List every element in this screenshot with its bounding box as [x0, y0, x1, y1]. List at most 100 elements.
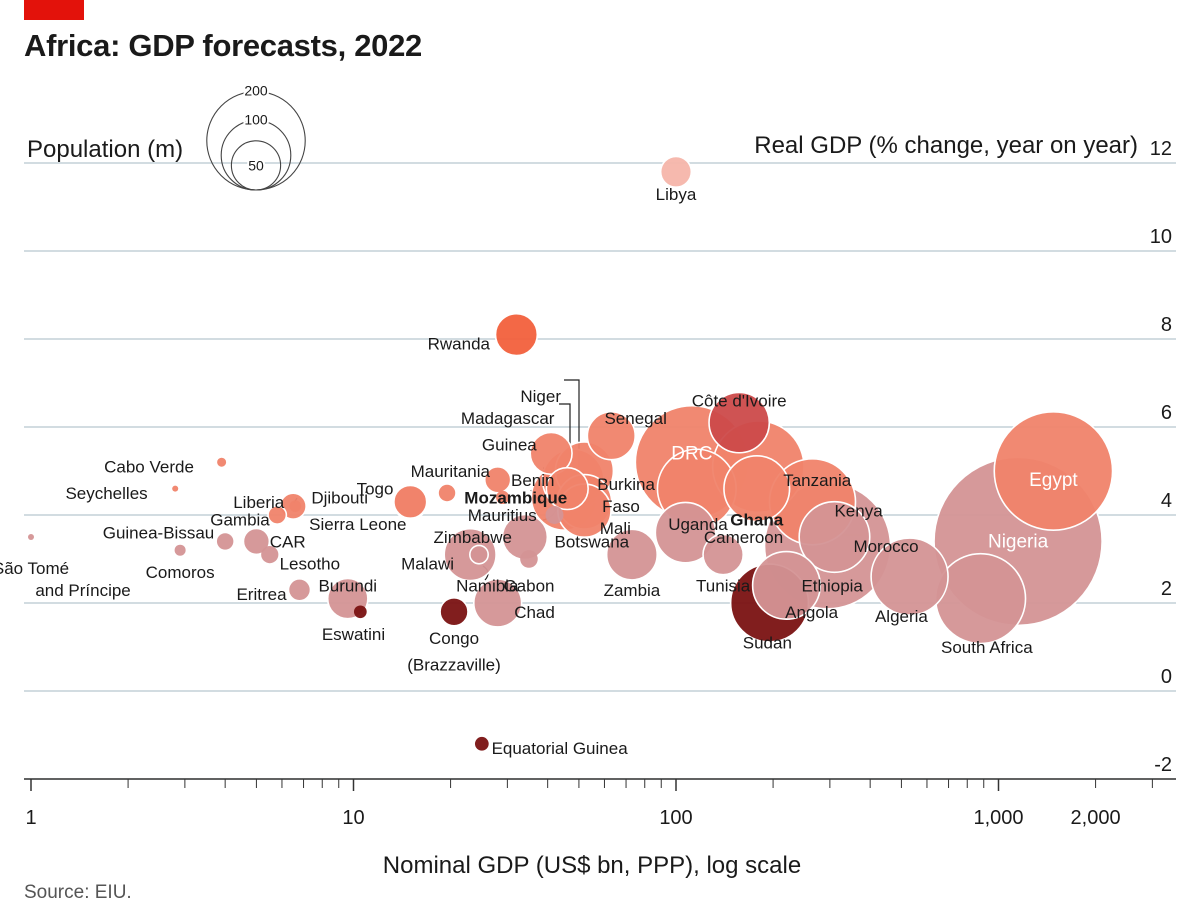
- bubble-congo-brazzaville: [439, 597, 469, 627]
- y-axis-label: Real GDP (% change, year on year): [754, 132, 1138, 159]
- bubble-angola: [751, 550, 822, 621]
- x-tick-label: 1: [25, 807, 36, 829]
- label-equatorial-guinea: Equatorial Guinea: [492, 739, 629, 758]
- legend-title: Population (m): [27, 136, 183, 163]
- bubble-namibia: [469, 544, 489, 565]
- bubble-comoros: [174, 544, 186, 556]
- legend-circle-50: [230, 140, 282, 191]
- y-tick-label: 10: [1150, 226, 1172, 248]
- label-chad: Chad: [514, 603, 555, 622]
- label-mauritius: Mauritius: [468, 506, 537, 525]
- label-mali: Mali: [600, 519, 631, 538]
- label-niger: Niger: [520, 387, 561, 406]
- label-benin: Benin: [511, 471, 554, 490]
- label-morocco: Morocco: [853, 537, 918, 556]
- label-rwanda: Rwanda: [428, 334, 491, 353]
- bubble-libya: [659, 155, 693, 188]
- legend-size-50: 50: [248, 157, 264, 173]
- bubble-south-africa: [934, 552, 1027, 645]
- bubble-botswana: [545, 506, 564, 524]
- bubble-senegal: [586, 411, 637, 461]
- x-axis-label: Nominal GDP (US$ bn, PPP), log scale: [383, 852, 801, 879]
- label-angola: Angola: [785, 603, 838, 622]
- brand-tag: [24, 0, 84, 20]
- label-malawi: Malawi: [401, 554, 454, 573]
- label-mozambique: Mozambique: [464, 488, 567, 507]
- label-south-africa: South Africa: [941, 638, 1033, 657]
- size-legend: 200 100 50: [206, 81, 306, 191]
- label-mauritania: Mauritania: [411, 462, 491, 481]
- label-uganda: Uganda: [668, 515, 728, 534]
- bubble-seychelles: [172, 485, 179, 492]
- y-tick-label: 6: [1161, 402, 1172, 424]
- bubbles: [28, 155, 1114, 751]
- bubble-mauritania: [483, 466, 512, 494]
- label-cote-d-ivoire: Côte d'Ivoire: [692, 392, 787, 411]
- chart-title: Africa: GDP forecasts, 2022: [24, 28, 422, 63]
- x-tick-label: 1,000: [973, 807, 1023, 829]
- label-brazzaville: (Brazzaville): [407, 656, 501, 675]
- bubble-egypt: [993, 411, 1114, 531]
- label-and-principe: and Príncipe: [35, 581, 130, 600]
- bubble-gabon: [520, 550, 538, 568]
- label-faso: Faso: [602, 497, 640, 516]
- source-note: Source: EIU.: [24, 882, 132, 903]
- bubble-guinea-bissau: [438, 484, 456, 502]
- label-guinea: Guinea: [482, 436, 537, 455]
- legend-circle-100: [220, 119, 292, 191]
- label-kenya: Kenya: [834, 502, 883, 521]
- bubble-car: [242, 527, 271, 556]
- label-cabo-verde: Cabo Verde: [104, 458, 194, 477]
- bubble-tunisia: [702, 533, 745, 576]
- bubble-equatorial-guinea: [474, 736, 489, 751]
- label-sierra-leone: Sierra Leone: [309, 515, 406, 534]
- label-cameroon: Cameroon: [704, 528, 783, 547]
- bubble-eritrea: [287, 577, 312, 602]
- label-ethiopia: Ethiopia: [801, 576, 863, 595]
- bubble-guinea-bissau: [216, 533, 234, 550]
- bubble-zambia: [605, 528, 659, 581]
- x-axis: 1 10 100 1,000 2,000: [24, 778, 1176, 829]
- bubble-morocco: [798, 500, 871, 574]
- bubble-gambia: [267, 505, 288, 525]
- point-labels: Libya Rwanda Côte d'Ivoire Senegal Niger Mada…: [0, 185, 1078, 758]
- bubble-benin: [545, 466, 589, 511]
- label-gabon: Gabon: [503, 576, 554, 595]
- y-tick-label: 8: [1161, 314, 1172, 336]
- label-eswatini: Eswatini: [322, 625, 385, 644]
- label-guinea-bissau: Guinea-Bissau: [103, 524, 215, 543]
- bubble-rwanda: [494, 312, 539, 357]
- label-namibia: Namibia: [456, 576, 519, 595]
- label-sudan: Sudan: [743, 634, 792, 653]
- label-nigeria: Nigeria: [988, 531, 1049, 552]
- bubble-cameroon: [654, 501, 717, 564]
- x-tick-label: 10: [342, 807, 364, 829]
- label-liberia: Liberia: [233, 493, 285, 512]
- label-tanzania: Tanzania: [783, 471, 852, 490]
- bubble-djibouti: [289, 500, 302, 512]
- label-egypt: Egypt: [1029, 470, 1078, 491]
- legend-size-200: 200: [244, 83, 268, 99]
- label-eritrea: Eritrea: [236, 585, 287, 604]
- y-tick-label: 12: [1150, 138, 1172, 160]
- y-tick-label: -2: [1154, 754, 1172, 776]
- bubble-sierra-leone: [393, 484, 428, 520]
- bubble-lesotho: [261, 545, 279, 564]
- label-burkina: Burkina: [597, 475, 655, 494]
- label-libya: Libya: [656, 185, 697, 204]
- bubble-algeria: [870, 537, 949, 616]
- y-tick-labels: -2 0 2 4 6 8 10 12: [1150, 138, 1172, 776]
- label-botswana: Botswana: [554, 532, 629, 551]
- label-drc: DRC: [671, 443, 712, 464]
- label-congo: Congo: [429, 629, 479, 648]
- label-ghana: Ghana: [730, 510, 783, 529]
- label-tunisia: Tunisia: [696, 576, 751, 595]
- bubble-ghana: [723, 454, 791, 523]
- label-senegal: Senegal: [604, 409, 666, 428]
- label-seychelles: Seychelles: [65, 484, 147, 503]
- label-lesotho: Lesotho: [280, 554, 341, 573]
- label-togo: Togo: [357, 480, 394, 499]
- bubble-eswatini: [353, 605, 367, 619]
- label-car: CAR: [270, 532, 306, 551]
